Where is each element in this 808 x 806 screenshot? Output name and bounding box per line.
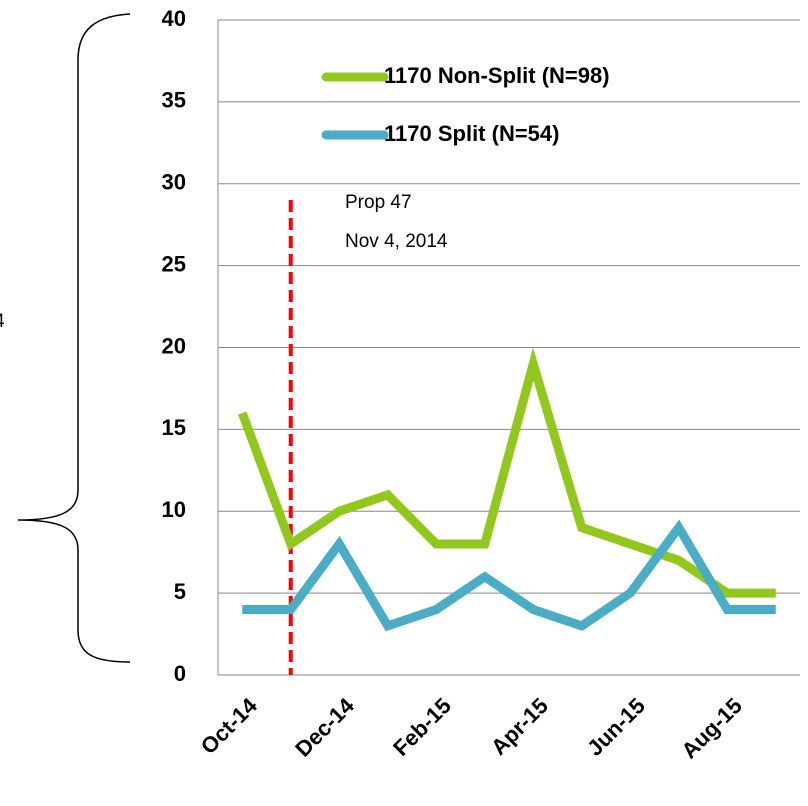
series-line bbox=[242, 519, 776, 632]
y-tick-label: 40 bbox=[162, 6, 186, 31]
side-note: 4 bbox=[0, 311, 5, 332]
annotation: Prop 47 bbox=[345, 192, 412, 213]
x-tick-label: Dec-14 bbox=[290, 692, 359, 761]
y-tick-label: 10 bbox=[162, 497, 186, 522]
y-tick-label: 35 bbox=[162, 88, 186, 113]
series-line bbox=[238, 347, 776, 598]
y-tick-label: 15 bbox=[162, 415, 186, 440]
y-tick-label: 0 bbox=[174, 661, 186, 686]
annotation: Nov 4, 2014 bbox=[345, 231, 448, 252]
y-tick-label: 20 bbox=[162, 333, 186, 358]
brace bbox=[17, 13, 131, 663]
x-tick-label: Feb-15 bbox=[388, 693, 456, 761]
x-tick-label: Aug-15 bbox=[676, 693, 746, 763]
x-tick-label: Apr-15 bbox=[486, 693, 553, 760]
y-tick-label: 5 bbox=[174, 579, 186, 604]
y-tick-label: 30 bbox=[162, 170, 186, 195]
x-tick-label: Jun-15 bbox=[582, 693, 650, 761]
x-tick-label: Oct-14 bbox=[196, 692, 263, 759]
y-tick-label: 25 bbox=[162, 251, 186, 276]
legend-label: 1170 Non-Split (N=98) bbox=[384, 63, 610, 88]
legend-label: 1170 Split (N=54) bbox=[384, 121, 559, 146]
